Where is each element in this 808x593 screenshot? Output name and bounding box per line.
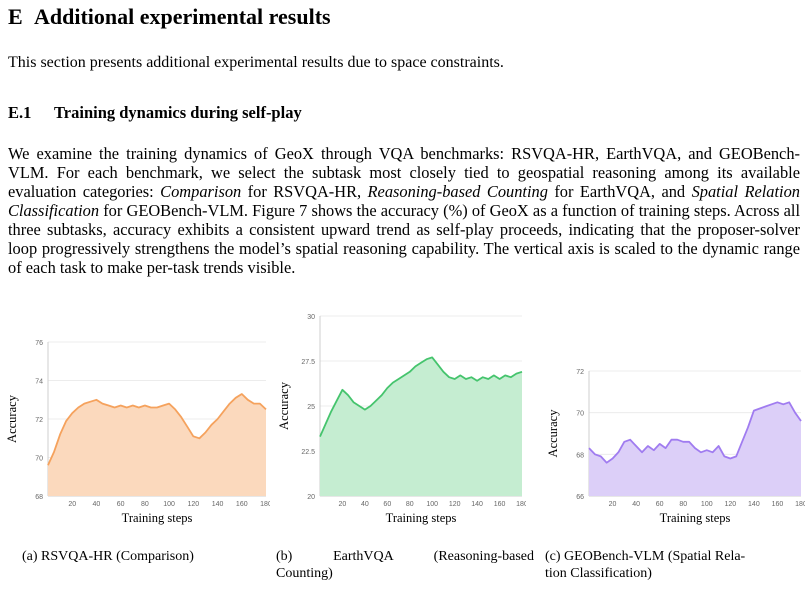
x-tick-label: 20: [609, 501, 617, 508]
caption-b-line1: (b) EarthVQA (Reasoning-based: [276, 549, 534, 564]
x-tick-label: 100: [163, 501, 175, 508]
x-tick-label: 40: [361, 501, 369, 508]
y-tick-label: 70: [35, 456, 43, 463]
y-tick-label: 70: [576, 411, 584, 418]
section-number: E: [8, 4, 23, 29]
y-tick-label: 66: [576, 494, 584, 501]
y-tick-label: 72: [576, 369, 584, 376]
paragraph-emphasis: Spatial Relation Classification: [8, 182, 800, 220]
chart-earthvqa: 20 22.5 25 27.5 30 20 40 60 80 100 120 140 160 180 Tra…: [277, 314, 526, 525]
y-tick-label: 68: [576, 452, 584, 459]
subsection-title: Training dynamics during self-play: [54, 103, 302, 122]
y-tick-label: 76: [35, 340, 43, 347]
section-title: Additional experimental results: [34, 4, 331, 29]
x-tick-label: 180: [260, 501, 270, 508]
x-tick-label: 20: [68, 501, 76, 508]
x-tick-label: 140: [748, 501, 760, 508]
x-axis-label: Training steps: [386, 511, 457, 525]
paragraph-text: for EarthVQA, and: [547, 182, 692, 201]
caption-a-text: (a) RSVQA-HR (Comparison): [22, 549, 194, 564]
y-tick-label: 30: [307, 314, 315, 321]
y-tick-label: 20: [307, 494, 315, 501]
y-axis-label: Accuracy: [277, 381, 291, 430]
caption-b-line2: Counting): [276, 566, 333, 581]
subsection-number: E.1: [8, 103, 32, 122]
caption-c-line1: (c) GEOBench-VLM (Spatial Rela-: [545, 549, 746, 564]
paragraph-emphasis: Reasoning-based Counting: [367, 182, 548, 201]
x-tick-label: 160: [494, 501, 506, 508]
x-tick-label: 140: [212, 501, 224, 508]
x-tick-label: 160: [772, 501, 784, 508]
intro-text: This section presents additional experim…: [8, 54, 504, 71]
x-axis-label: Training steps: [122, 511, 193, 525]
caption-c-line2: tion Classification): [545, 566, 652, 581]
x-tick-label: 140: [471, 501, 483, 508]
x-tick-label: 80: [679, 501, 687, 508]
x-tick-label: 80: [406, 501, 414, 508]
x-tick-label: 120: [724, 501, 736, 508]
y-axis-label: Accuracy: [5, 394, 19, 443]
paragraph-emphasis: Comparison: [160, 182, 242, 201]
x-tick-label: 60: [656, 501, 664, 508]
body-paragraph: We examine the training dynamics of GeoX…: [8, 144, 800, 277]
series-line: [47, 393, 267, 466]
y-tick-label: 68: [35, 494, 43, 501]
series-line: [319, 356, 523, 437]
series-area: [48, 394, 266, 496]
x-tick-label: 80: [141, 501, 149, 508]
paragraph-text: for RSVQA-HR,: [241, 182, 368, 201]
x-tick-label: 40: [93, 501, 101, 508]
series-line: [588, 401, 802, 464]
section-heading: E Additional experimental results: [8, 4, 331, 30]
y-tick-label: 25: [307, 404, 315, 411]
subsection-heading: E.1 Training dynamics during self-play: [8, 103, 302, 123]
x-tick-label: 160: [236, 501, 248, 508]
x-tick-label: 40: [632, 501, 640, 508]
series-area: [320, 357, 522, 496]
x-tick-label: 20: [339, 501, 347, 508]
x-tick-label: 180: [795, 501, 805, 508]
x-tick-label: 100: [701, 501, 713, 508]
paragraph-text: We examine the training dynamics of GeoX…: [8, 144, 800, 201]
y-tick-label: 22.5: [301, 449, 315, 456]
chart-geobench: 66 68 70 72 20 40 60 80 100 120 140 160 180 Training …: [546, 369, 805, 525]
x-tick-label: 60: [383, 501, 391, 508]
y-axis-label: Accuracy: [546, 409, 560, 458]
y-tick-label: 72: [35, 417, 43, 424]
chart-rsvqa: 68 70 72 74 76 20 40 60 80 100 120 140 160 180 Trainin…: [5, 340, 270, 525]
caption-a: (a) RSVQA-HR (Comparison): [22, 548, 194, 565]
x-axis-label: Training steps: [660, 511, 731, 525]
caption-c: (c) GEOBench-VLM (Spatial Rela-tion Clas…: [545, 548, 803, 582]
x-tick-label: 60: [117, 501, 125, 508]
caption-b: (b) EarthVQA (Reasoning-based Counting): [276, 548, 534, 582]
x-tick-label: 120: [449, 501, 461, 508]
paragraph-text: for GEOBench-VLM. Figure 7 shows the acc…: [8, 201, 800, 277]
y-tick-label: 74: [35, 379, 43, 386]
x-tick-label: 180: [516, 501, 526, 508]
y-tick-label: 27.5: [301, 359, 315, 366]
x-tick-label: 120: [187, 501, 199, 508]
x-tick-label: 100: [426, 501, 438, 508]
